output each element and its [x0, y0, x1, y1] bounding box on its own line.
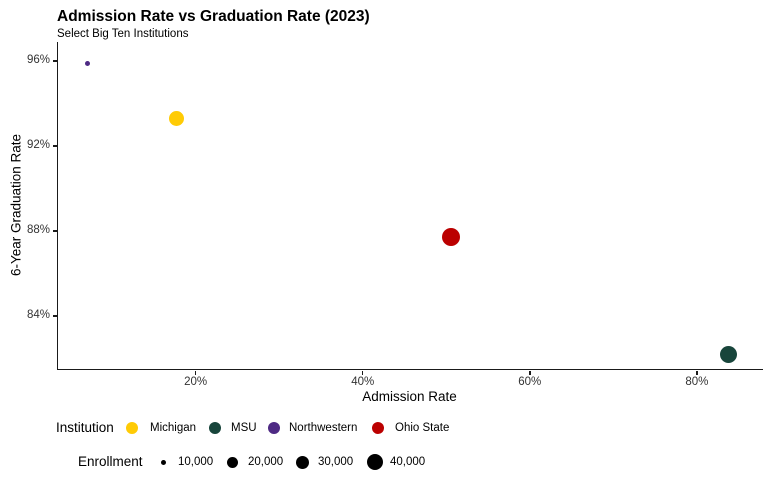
- size-dot-30000: [295, 455, 309, 469]
- x-axis-title: Admission Rate: [362, 389, 457, 404]
- legend-label-msu: MSU: [231, 422, 257, 434]
- legend-swatch-msu: [209, 422, 221, 434]
- y-tick-mark: [53, 315, 57, 317]
- x-tick-mark: [194, 370, 197, 375]
- plot-panel: [57, 42, 763, 370]
- institution-legend-title: Institution: [56, 420, 114, 435]
- legend-swatch-ohio-state: [372, 422, 384, 434]
- x-tick-label: 40%: [351, 376, 375, 388]
- x-tick-mark: [529, 370, 531, 375]
- y-tick-label: 96%: [26, 54, 50, 67]
- data-point-michigan: [168, 110, 184, 126]
- size-dot-40000: [367, 454, 383, 470]
- y-tick-mark: [53, 230, 57, 232]
- data-point-northwestern: [84, 60, 90, 66]
- y-tick-label: 88%: [26, 223, 50, 236]
- data-point-msu: [720, 345, 738, 363]
- y-axis-title: 6-Year Graduation Rate: [8, 133, 24, 277]
- legend-swatch-northwestern: [268, 422, 280, 434]
- data-point-ohio-state: [442, 228, 461, 247]
- legend-swatch-michigan: [126, 422, 138, 434]
- legend-label-ohio-state: Ohio State: [395, 422, 450, 434]
- x-tick-label: 60%: [518, 376, 542, 388]
- enrollment-legend-title: Enrollment: [78, 454, 143, 469]
- y-tick-label: 84%: [26, 308, 50, 321]
- chart-subtitle: Select Big Ten Institutions: [57, 28, 189, 40]
- size-label-40000: 40,000: [390, 456, 426, 468]
- size-label-30000: 30,000: [318, 456, 354, 468]
- y-tick-mark: [53, 145, 57, 147]
- chart-title: Admission Rate vs Graduation Rate (2023): [57, 8, 370, 25]
- x-tick-label: 20%: [184, 376, 208, 388]
- size-dot-20000: [226, 456, 238, 468]
- size-dot-10000: [160, 459, 166, 465]
- x-tick-mark: [696, 370, 698, 375]
- legend-label-michigan: Michigan: [150, 422, 197, 434]
- legend-label-northwestern: Northwestern: [289, 422, 358, 434]
- x-tick-label: 80%: [685, 376, 709, 388]
- size-label-10000: 10,000: [178, 456, 214, 468]
- y-tick-label: 92%: [26, 139, 50, 152]
- size-label-20000: 20,000: [248, 456, 284, 468]
- x-tick-mark: [361, 370, 364, 375]
- y-tick-mark: [53, 60, 57, 62]
